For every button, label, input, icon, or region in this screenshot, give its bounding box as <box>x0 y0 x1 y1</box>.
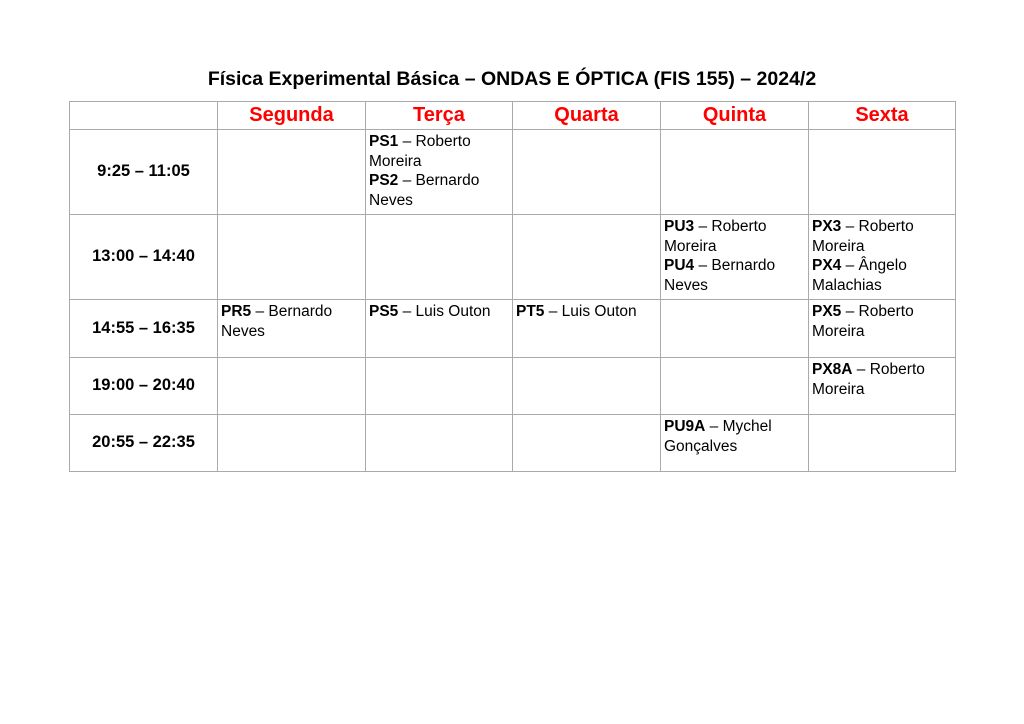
instructor-name: – Roberto Moreira <box>812 303 914 340</box>
schedule-row: 19:00 – 20:40 PX8A – Roberto Moreira <box>69 357 956 415</box>
class-entry: PU3 – Roberto Moreira <box>664 217 805 256</box>
time-slot: 20:55 – 22:35 <box>69 414 218 472</box>
class-code: PU3 <box>664 218 695 235</box>
class-code: PS5 <box>369 303 399 320</box>
schedule-cell <box>660 357 809 415</box>
class-code: PR5 <box>221 303 252 320</box>
schedule-cell: PX5 – Roberto Moreira <box>808 299 956 358</box>
schedule-cell: PS1 – Roberto Moreira PS2 – Bernardo Neve… <box>365 129 513 215</box>
class-code: PS2 <box>369 172 399 189</box>
class-entry: PU4 – Bernardo Neves <box>664 256 805 295</box>
schedule-cell <box>512 214 661 300</box>
schedule-row: 13:00 – 14:40 PU3 – Roberto Moreira PU4 – … <box>69 214 956 300</box>
schedule-cell: PS5 – Luis Outon <box>365 299 513 358</box>
instructor-name: – Luis Outon <box>544 303 637 320</box>
day-header: Sexta <box>808 101 956 130</box>
class-code: PX5 <box>812 303 842 320</box>
instructor-name: – Roberto Moreira <box>369 133 471 170</box>
instructor-name: – Ângelo Malachias <box>812 257 907 294</box>
header-row: Segunda Terça Quarta Quinta Sexta <box>69 101 956 130</box>
class-code: PU4 <box>664 257 695 274</box>
class-entry: PX8A – Roberto Moreira <box>812 360 952 399</box>
time-slot: 13:00 – 14:40 <box>69 214 218 300</box>
schedule-cell <box>365 414 513 472</box>
schedule-cell <box>217 414 366 472</box>
corner-cell <box>69 101 218 130</box>
schedule-cell <box>217 357 366 415</box>
class-entry: PS5 – Luis Outon <box>369 302 509 322</box>
schedule-cell: PR5 – Bernardo Neves <box>217 299 366 358</box>
class-entry: PX4 – Ângelo Malachias <box>812 256 952 295</box>
class-entry: PS1 – Roberto Moreira <box>369 132 509 171</box>
schedule-cell <box>660 129 809 215</box>
day-header: Segunda <box>217 101 366 130</box>
day-header: Quarta <box>512 101 661 130</box>
time-slot: 19:00 – 20:40 <box>69 357 218 415</box>
instructor-name: – Bernardo Neves <box>369 172 480 209</box>
schedule-cell <box>512 357 661 415</box>
schedule-cell: PU3 – Roberto Moreira PU4 – Bernardo Neve… <box>660 214 809 300</box>
instructor-name: – Mychel Gonçalves <box>664 418 772 455</box>
class-code: PX3 <box>812 218 842 235</box>
class-code: PS1 <box>369 133 399 150</box>
class-code: PU9A <box>664 418 706 435</box>
class-code: PT5 <box>516 303 545 320</box>
class-entry: PX5 – Roberto Moreira <box>812 302 952 341</box>
class-entry: PU9A – Mychel Gonçalves <box>664 417 805 456</box>
instructor-name: – Bernardo Neves <box>221 303 333 340</box>
class-entry: PS2 – Bernardo Neves <box>369 171 509 210</box>
schedule-cell: PX8A – Roberto Moreira <box>808 357 956 415</box>
instructor-name: – Roberto Moreira <box>812 218 914 255</box>
time-slot: 9:25 – 11:05 <box>69 129 218 215</box>
schedule-cell <box>365 214 513 300</box>
schedule-cell <box>808 414 956 472</box>
schedule-row: 14:55 – 16:35 PR5 – Bernardo Neves PS5 – L… <box>69 299 956 358</box>
page-title: Física Experimental Básica – ONDAS E ÓPT… <box>207 68 817 90</box>
instructor-name: – Bernardo Neves <box>664 257 776 294</box>
schedule-cell <box>660 299 809 358</box>
schedule-cell: PU9A – Mychel Gonçalves <box>660 414 809 472</box>
schedule-cell <box>808 129 956 215</box>
day-header: Quinta <box>660 101 809 130</box>
schedule-row: 9:25 – 11:05 PS1 – Roberto Moreira PS2 – B… <box>69 129 956 215</box>
schedule-cell <box>217 214 366 300</box>
schedule-cell: PX3 – Roberto Moreira PX4 – Ângelo Malach… <box>808 214 956 300</box>
class-entry: PX3 – Roberto Moreira <box>812 217 952 256</box>
schedule-cell: PT5 – Luis Outon <box>512 299 661 358</box>
class-entry: PR5 – Bernardo Neves <box>221 302 362 341</box>
class-entry: PT5 – Luis Outon <box>516 302 657 322</box>
instructor-name: – Roberto Moreira <box>812 361 925 398</box>
class-code: PX4 <box>812 257 842 274</box>
schedule-cell <box>512 414 661 472</box>
schedule-row: 20:55 – 22:35 PU9A – Mychel Gonçalves <box>69 414 956 472</box>
time-slot: 14:55 – 16:35 <box>69 299 218 358</box>
schedule-table: Segunda Terça Quarta Quinta Sexta 9:25 – 11:… <box>69 101 956 472</box>
day-header: Terça <box>365 101 513 130</box>
class-code: PX8A <box>812 361 853 378</box>
instructor-name: – Luis Outon <box>398 303 491 320</box>
instructor-name: – Roberto Moreira <box>664 218 767 255</box>
schedule-cell <box>217 129 366 215</box>
schedule-cell <box>365 357 513 415</box>
schedule-cell <box>512 129 661 215</box>
